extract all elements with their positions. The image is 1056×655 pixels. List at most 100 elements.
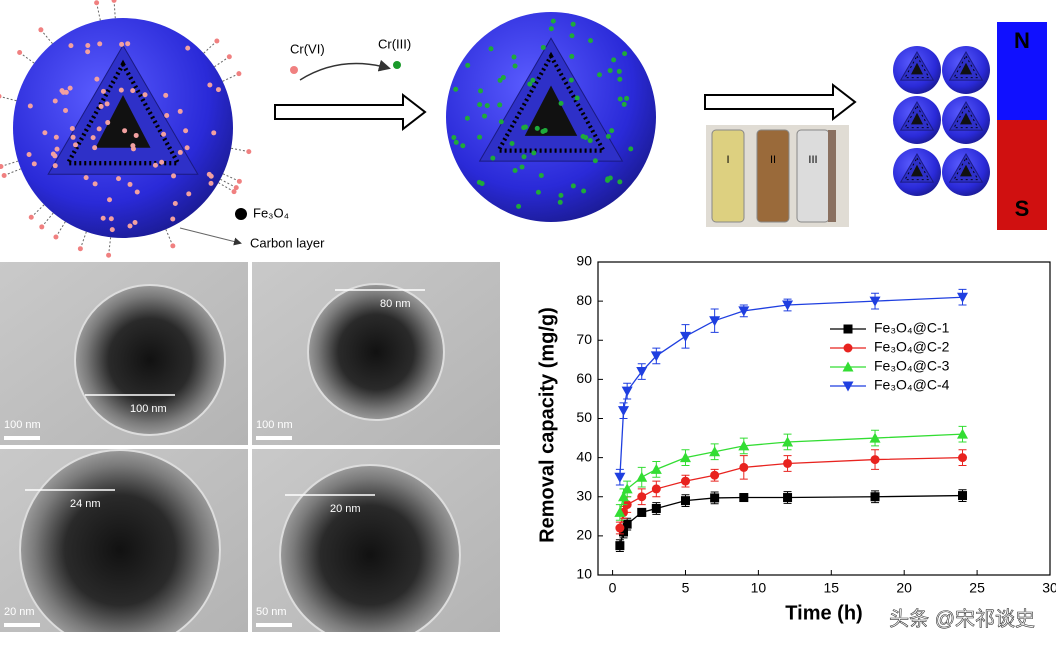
surface-dot — [511, 54, 517, 60]
surface-dot — [587, 138, 593, 144]
marker — [618, 406, 630, 417]
marker — [615, 523, 625, 533]
surface-dot — [509, 141, 515, 147]
vial-label: III — [808, 154, 817, 166]
surface-dot — [477, 102, 483, 108]
surface-dot — [208, 180, 214, 186]
carbon-ring — [953, 157, 979, 181]
marker — [782, 436, 794, 447]
cr6-dot — [290, 66, 298, 74]
ligand — [32, 204, 45, 217]
surface-dot — [451, 134, 457, 140]
ligand — [56, 221, 66, 236]
ion-dot — [77, 246, 83, 252]
surface-dot — [558, 192, 564, 198]
surface-dot — [134, 189, 140, 195]
ion-dot — [0, 93, 2, 99]
surface-dot — [53, 134, 59, 140]
surface-dot — [85, 42, 91, 48]
y-tick-label: 30 — [576, 487, 592, 503]
y-tick-label: 10 — [576, 566, 592, 582]
surface-dot — [592, 158, 598, 164]
x-tick-label: 25 — [969, 580, 985, 596]
y-tick-label: 20 — [576, 527, 592, 543]
surface-dot — [477, 134, 483, 140]
surface-dot — [538, 172, 544, 178]
core-label: Fe₃O₄ — [253, 205, 289, 220]
surface-dot — [125, 41, 131, 47]
pointer — [179, 227, 242, 246]
south-label: S — [1015, 196, 1030, 221]
vial — [756, 129, 790, 223]
surface-dot — [540, 44, 546, 50]
surface-dot — [96, 126, 102, 132]
ligand — [0, 96, 17, 102]
y-tick-label: 40 — [576, 448, 592, 464]
surface-dot — [90, 135, 96, 141]
surface-dot — [68, 43, 74, 49]
surface-dot — [70, 134, 76, 140]
surface-dot — [98, 103, 104, 109]
surface-dot — [73, 142, 79, 148]
shell-label: Carbon layer — [250, 235, 325, 250]
marker — [709, 446, 721, 457]
surface-dot — [52, 153, 58, 159]
surface-dot — [605, 176, 611, 182]
marker — [651, 503, 661, 513]
surface-dot — [453, 86, 459, 92]
surface-dot — [497, 102, 503, 108]
surface-dot — [498, 119, 504, 125]
y-tick-label: 90 — [576, 253, 592, 269]
marker — [680, 496, 690, 506]
core — [960, 62, 972, 75]
y-tick-label: 70 — [576, 331, 592, 347]
ligand — [165, 229, 173, 245]
surface-dot — [500, 75, 506, 81]
ion-dot — [226, 54, 232, 60]
surface-dot — [596, 72, 602, 78]
surface-dot — [488, 46, 494, 52]
ligand — [2, 160, 19, 167]
surface-dot — [69, 125, 75, 131]
surface-dot — [94, 76, 100, 82]
marker — [679, 452, 691, 463]
core — [911, 112, 923, 125]
surface-dot — [119, 41, 125, 47]
surface-dot — [617, 76, 623, 82]
core — [960, 164, 972, 177]
surface-dot — [85, 49, 91, 55]
surface-dot — [163, 92, 169, 98]
ion-dot — [1, 172, 7, 178]
surface-dot — [108, 216, 114, 222]
marker — [637, 492, 647, 502]
marker — [958, 453, 968, 463]
watermark: 头条 @宋祁谈史 — [889, 607, 1035, 630]
surface-dot — [484, 103, 490, 109]
measure-label: 20 nm — [330, 503, 361, 515]
reaction-arrow — [299, 59, 391, 81]
surface-dot — [152, 162, 158, 168]
ligand — [96, 4, 101, 21]
surface-dot — [621, 101, 627, 107]
surface-dot — [580, 134, 586, 140]
ion-dot — [106, 252, 112, 258]
surface-dot — [100, 215, 106, 221]
marker — [619, 527, 629, 537]
vial-label: II — [770, 154, 776, 166]
surface-dot — [164, 113, 170, 119]
ligand — [214, 57, 228, 68]
surface-dot — [464, 115, 470, 121]
measure-label: 80 nm — [380, 298, 411, 310]
surface-dot — [116, 176, 122, 182]
particle — [74, 284, 226, 436]
surface-dot — [26, 151, 32, 157]
surface-dot — [207, 82, 213, 88]
scale-bar — [4, 436, 40, 440]
surface-dot — [569, 33, 575, 39]
carbon-ring — [953, 55, 979, 79]
core — [911, 164, 923, 177]
particle — [19, 449, 221, 632]
surface-dot — [177, 108, 183, 114]
ligand — [218, 182, 233, 192]
surface-dot — [42, 130, 48, 136]
